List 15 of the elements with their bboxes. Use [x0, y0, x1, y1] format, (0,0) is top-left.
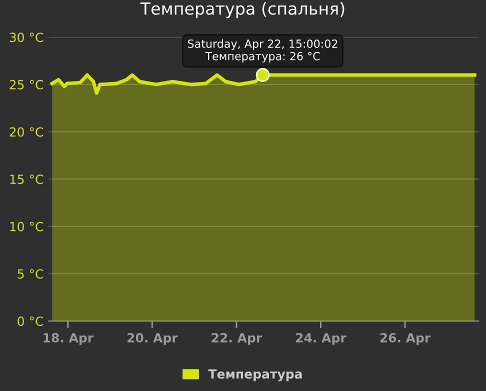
y-tick-label: 30 °C [10, 32, 44, 42]
y-tick-label: 0 °C [18, 316, 44, 326]
x-tick-label: 18. Apr [44, 333, 94, 345]
y-tick-label: 10 °C [10, 222, 44, 232]
y-tick-label: 15 °C [10, 174, 44, 184]
chart-title: Температура (спальня) [140, 2, 344, 18]
x-tick-label: 22. Apr [212, 333, 262, 345]
y-tick-label: 5 °C [18, 269, 44, 279]
legend-label: Температура [208, 369, 302, 382]
y-tick-label: 20 °C [10, 127, 44, 137]
y-tick-label: 25 °C [10, 80, 44, 90]
annotation: Saturday, Apr 22, 15:00:02 Температура: 26 °C [188, 39, 338, 62]
x-tick-label: 24. Apr [296, 333, 346, 345]
x-tick-label: 20. Apr [128, 333, 178, 345]
x-tick-label: 26. Apr [380, 333, 431, 345]
